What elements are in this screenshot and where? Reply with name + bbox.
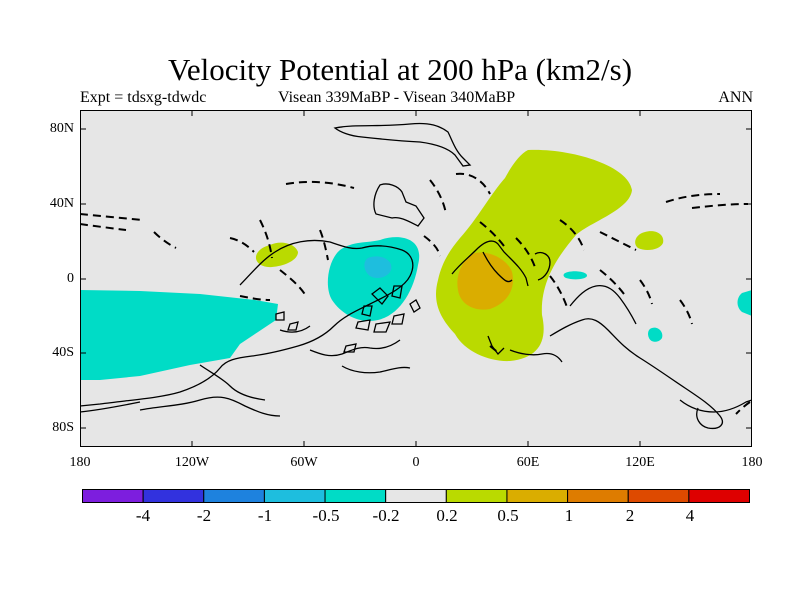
axis-ticks	[80, 110, 752, 447]
colorbar-swatch	[142, 489, 205, 503]
lon-label-120e: 120E	[625, 455, 655, 470]
colorbar-label: -0.5	[312, 506, 340, 525]
central-negative-core	[364, 256, 392, 278]
colorbar-label: 0.5	[497, 506, 519, 525]
colorbar-label: -4	[135, 506, 151, 525]
colorbar-swatch	[203, 489, 265, 503]
east-positive-small-blob	[635, 231, 664, 251]
colorbar	[82, 489, 750, 503]
experiment-label: Expt = tdsxg-tdwdc	[80, 89, 207, 106]
east-negative-small-blob	[563, 271, 588, 280]
colorbar-label: 2	[625, 506, 635, 525]
colorbar-swatch	[82, 489, 144, 503]
lat-label-40n: 40N	[49, 196, 74, 211]
east-negative-small-blob-2	[648, 327, 663, 342]
map-svg	[80, 110, 752, 447]
lon-label-120w: 120W	[174, 455, 210, 470]
plot-title: Velocity Potential at 200 hPa (km2/s)	[167, 52, 633, 87]
colorbar-label: -2	[196, 506, 212, 525]
lat-label-80n: 80N	[49, 121, 74, 136]
colorbar-label: 1	[564, 506, 574, 525]
colorbar-swatch	[506, 489, 569, 503]
colorbar-label: -1	[257, 506, 273, 525]
west-positive-blob	[255, 242, 298, 268]
colorbar-swatch	[627, 489, 690, 503]
map-background	[80, 110, 752, 447]
colorbar-label: -0.2	[372, 506, 400, 525]
colorbar-swatch	[385, 489, 447, 503]
dateline-negative-blob	[737, 290, 752, 316]
lon-label-60w: 60W	[290, 455, 318, 470]
period-label: Visean 339MaBP - Visean 340MaBP	[278, 89, 516, 106]
map-panel	[80, 110, 752, 447]
colorbar-swatch	[567, 489, 629, 503]
colorbar-swatch	[445, 489, 508, 503]
lat-label-40s: 40S	[52, 345, 74, 360]
coastlines	[80, 122, 752, 430]
colorbar-label: 0.2	[436, 506, 458, 525]
lat-label-0: 0	[67, 271, 74, 286]
lon-label-60e: 60E	[516, 455, 540, 470]
lat-label-80s: 80S	[52, 420, 74, 435]
lon-label-180e: 180	[741, 455, 763, 470]
colorbar-swatch	[688, 489, 750, 503]
dashed-coastlines	[80, 172, 751, 415]
lon-label-0: 0	[412, 455, 420, 470]
lon-label-180w: 180	[69, 455, 91, 470]
colorbar-swatch	[263, 489, 326, 503]
colorbar-swatch	[324, 489, 387, 503]
pacific-negative-anomaly	[80, 290, 278, 380]
colorbar-label: 4	[685, 506, 695, 525]
season-label: ANN	[718, 89, 753, 106]
eastern-positive-core	[457, 252, 514, 310]
central-negative-anomaly	[327, 237, 420, 321]
